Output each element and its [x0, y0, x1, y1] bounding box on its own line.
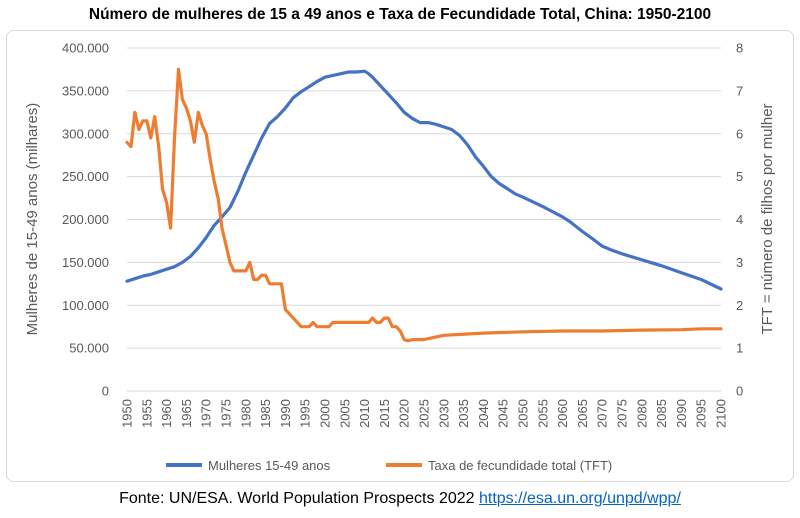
page-title: Número de mulheres de 15 a 49 anos e Tax…	[88, 6, 712, 23]
y-tick-label: 50.000	[69, 341, 109, 356]
x-tick-label: 2020	[397, 399, 412, 428]
x-tick-label: 1970	[199, 399, 214, 428]
legend-tft-label: Taxa de fecundidade total (TFT)	[428, 458, 612, 473]
y2-tick-label: 0	[736, 384, 743, 399]
x-tick-label: 1955	[139, 399, 154, 428]
x-tick-label: 2025	[417, 399, 432, 428]
series-line-tft	[125, 67, 723, 343]
x-tick-label: 1950	[120, 399, 135, 428]
y2-tick-label: 5	[736, 169, 743, 184]
y2-tick-label: 3	[736, 255, 743, 270]
x-tick-label: 2060	[555, 399, 570, 428]
y-tick-label: 200.000	[62, 212, 109, 227]
y-tick-label: 250.000	[62, 169, 109, 184]
source-text: Fonte: UN/ESA. World Population Prospect…	[119, 490, 479, 507]
y-tick-label: 150.000	[62, 255, 109, 270]
y2-tick-label: 1	[736, 341, 743, 356]
legend-women-label: Mulheres 15-49 anos	[208, 458, 331, 473]
x-tick-label: 2050	[516, 399, 531, 428]
x-tick-label: 1960	[159, 399, 174, 428]
legend: Mulheres 15-49 anos Taxa de fecundidade …	[166, 458, 612, 473]
y-tick-label: 350.000	[62, 83, 109, 98]
y2-tick-label: 6	[736, 126, 743, 141]
x-tick-label: 2070	[595, 399, 610, 428]
series-line-women	[125, 69, 723, 291]
x-tick-label: 1985	[258, 399, 273, 428]
x-tick-label: 2085	[654, 399, 669, 428]
x-tick-label: 2055	[535, 399, 550, 428]
y2-tick-label: 7	[736, 83, 743, 98]
x-tick-label: 1980	[238, 399, 253, 428]
y-tick-label: 100.000	[62, 298, 109, 313]
y-axis-right-ticks: 0 1 2 3 4 5 6 7 8	[736, 41, 743, 399]
x-tick-label: 2015	[377, 399, 392, 428]
x-tick-label: 2010	[357, 399, 372, 428]
y-axis-left-ticks: 0 50.000 100.000 150.000 200.000 250.000 300.0…	[62, 41, 109, 399]
y2-tick-label: 8	[736, 41, 743, 56]
x-tick-label: 1995	[298, 399, 313, 428]
source-link[interactable]: https://esa.un.org/unpd/wpp/	[478, 490, 681, 507]
y2-tick-label: 4	[736, 212, 743, 227]
x-tick-label: 2045	[496, 399, 511, 428]
x-tick-label: 2100	[714, 399, 729, 428]
x-tick-label: 2035	[456, 399, 471, 428]
chart-frame	[6, 30, 794, 482]
x-tick-label: 2030	[436, 399, 451, 428]
x-tick-label: 1965	[179, 399, 194, 428]
grid-lines	[127, 47, 721, 392]
y-tick-label: 300.000	[62, 126, 109, 141]
x-tick-label: 2065	[575, 399, 590, 428]
series-lines	[125, 67, 723, 343]
x-tick-label: 2040	[476, 399, 491, 428]
y-axis-left-title: Mulheres de 15-49 anos (milhares)	[24, 103, 41, 336]
x-tick-label: 2005	[337, 399, 352, 428]
source-note: Fonte: UN/ESA. World Population Prospect…	[0, 490, 800, 508]
x-tick-label: 2000	[318, 399, 333, 428]
y-tick-label: 0	[102, 384, 109, 399]
x-tick-label: 2090	[674, 399, 689, 428]
y-tick-label: 400.000	[62, 41, 109, 56]
y2-tick-label: 2	[736, 298, 743, 313]
y-axis-right-title: TFT = número de filhos por mulher	[759, 103, 776, 334]
x-tick-label: 1990	[278, 399, 293, 428]
x-tick-label: 1975	[219, 399, 234, 428]
x-tick-label: 2080	[634, 399, 649, 428]
x-axis-ticks: 1950 1955 1960 1965 1970 1975 1980 1985 1990 1995…	[120, 399, 729, 428]
x-tick-label: 2075	[615, 399, 630, 428]
x-tick-label: 2095	[694, 399, 709, 428]
